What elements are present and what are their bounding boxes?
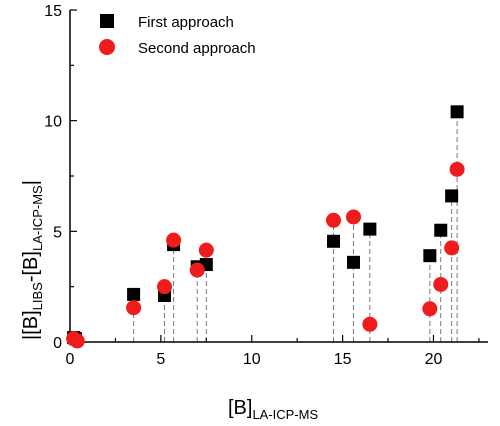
- tick-labels: 0 5 10 15 20 0 5 10 15: [44, 3, 442, 368]
- square-marker: [434, 223, 448, 237]
- circle-marker: [157, 279, 173, 295]
- legend-marker-first: [100, 14, 114, 28]
- square-marker: [347, 255, 361, 269]
- x-axis-title: [B]LA-ICP-MS: [228, 397, 319, 422]
- legend-marker-second: [99, 39, 115, 55]
- dashed-guides: [133, 111, 458, 342]
- legend-label-first: First approach: [138, 14, 234, 31]
- y-tick-label: 0: [53, 335, 62, 352]
- circle-marker: [362, 316, 378, 332]
- circle-marker: [444, 240, 460, 256]
- circle-marker: [433, 276, 449, 292]
- x-title-sub: LA-ICP-MS: [252, 407, 318, 422]
- x-tick-label: 0: [66, 351, 75, 368]
- x-tick-label: 5: [156, 351, 165, 368]
- square-marker: [327, 234, 341, 248]
- y-title-p3: |: [20, 180, 42, 185]
- y-tick-label: 10: [44, 114, 62, 131]
- y-title-sub2: LA-ICP-MS: [30, 185, 45, 251]
- axes: [69, 10, 488, 343]
- circle-marker: [449, 161, 465, 177]
- square-marker: [363, 222, 377, 236]
- legend: First approach Second approach: [99, 14, 256, 57]
- circle-marker: [69, 333, 85, 349]
- y-title-p2: -[B]: [20, 251, 42, 282]
- square-marker: [445, 189, 459, 203]
- x-title-main: [B]: [228, 397, 252, 419]
- y-axis-title: |[B]LIBS-[B]LA-ICP-MS|: [20, 180, 45, 340]
- square-marker: [450, 105, 464, 119]
- circle-marker: [126, 300, 142, 316]
- data-markers: [66, 105, 465, 349]
- circle-marker: [326, 212, 342, 228]
- y-tick-label: 5: [53, 224, 62, 241]
- y-title-sub1: LIBS: [30, 282, 45, 311]
- circle-marker: [346, 209, 362, 225]
- y-title-p1: |[B]: [20, 310, 42, 340]
- circle-marker: [166, 232, 182, 248]
- square-marker: [127, 287, 141, 301]
- square-marker: [423, 249, 437, 263]
- circle-marker: [198, 242, 214, 258]
- x-tick-label: 10: [243, 351, 261, 368]
- x-tick-label: 20: [425, 351, 443, 368]
- circle-marker: [422, 301, 438, 317]
- x-tick-label: 15: [334, 351, 352, 368]
- circle-marker: [189, 262, 205, 278]
- legend-label-second: Second approach: [138, 40, 256, 57]
- y-tick-label: 15: [44, 3, 62, 20]
